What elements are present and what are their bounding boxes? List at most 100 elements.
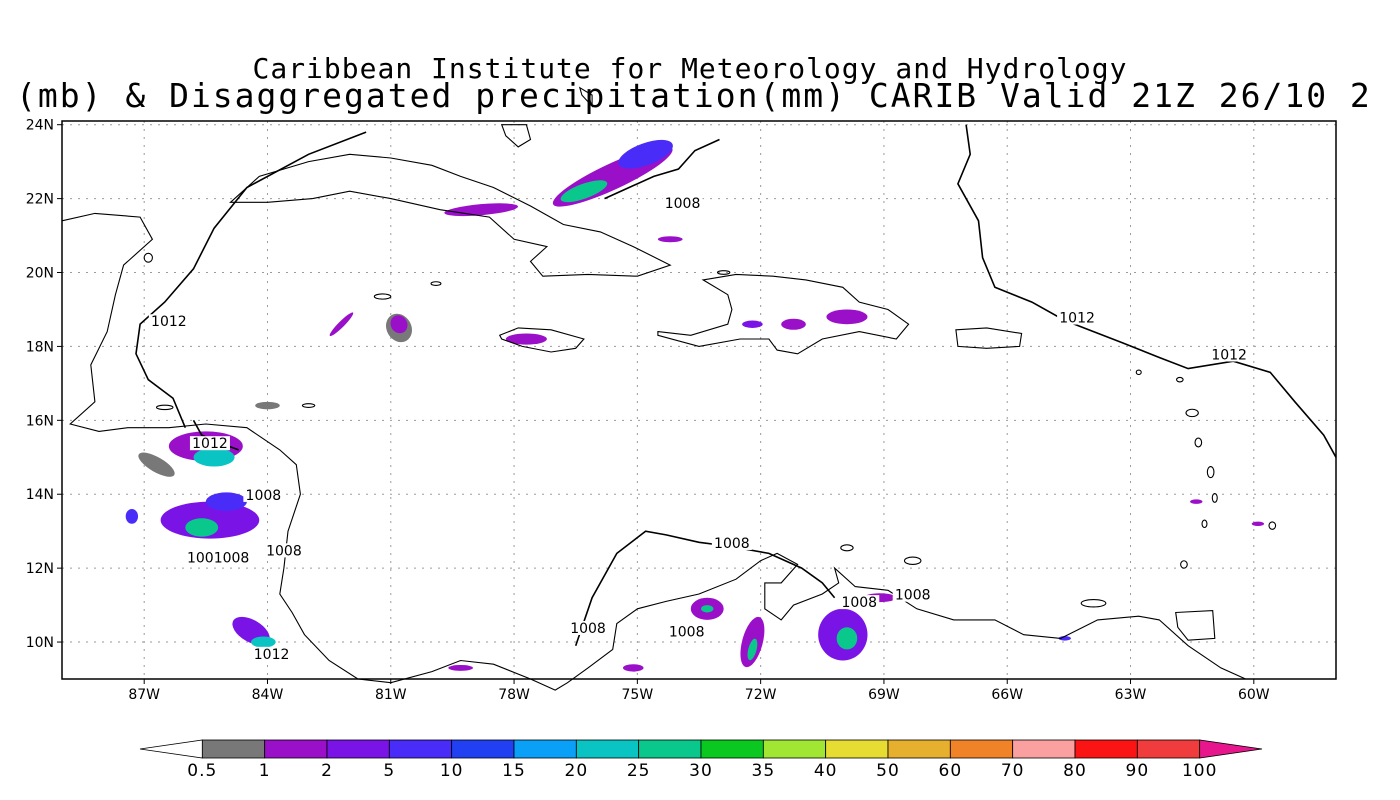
precip-area xyxy=(1058,636,1071,641)
isobar-label-bg xyxy=(148,314,189,329)
lat-label: 18N xyxy=(26,339,54,355)
isobar-label-bg xyxy=(1057,310,1098,325)
colorbar-label: 80 xyxy=(1063,761,1087,781)
coast-cuba xyxy=(229,153,672,277)
colorbar-segment xyxy=(575,739,640,759)
isobar-label: 1008 xyxy=(895,588,931,604)
colorbar-label: 35 xyxy=(752,761,776,781)
precipitation-layer xyxy=(125,139,1265,672)
isobar-1012-west xyxy=(135,131,367,429)
precip-area xyxy=(1190,499,1203,504)
coast-trinidad xyxy=(1175,610,1216,641)
precip-area xyxy=(826,309,868,325)
colorbar-label: 50 xyxy=(876,761,900,781)
colorbar-segment xyxy=(1012,739,1076,759)
coast-island xyxy=(1194,437,1203,448)
coast-island xyxy=(430,281,442,286)
lat-label: 24N xyxy=(26,118,54,134)
isobar-label-bg xyxy=(662,195,703,210)
isobar-label: 1001008 xyxy=(187,551,249,567)
lat-label: 10N xyxy=(26,635,54,651)
isobar-label-bg xyxy=(666,624,707,639)
isobar-label-bg xyxy=(1209,347,1250,362)
coast-island xyxy=(143,252,153,263)
colorbar-label: 1 xyxy=(259,761,271,781)
precip-area xyxy=(193,448,235,467)
precip-area xyxy=(138,452,175,477)
lon-label: 69W xyxy=(868,687,900,703)
coast-island xyxy=(1180,560,1188,569)
colorbar-label: 30 xyxy=(689,761,713,781)
coast-jamaica xyxy=(498,327,585,353)
isobar-1008-cuba xyxy=(604,138,720,200)
colorbar-label: 10 xyxy=(440,761,464,781)
coast-island xyxy=(840,544,854,552)
isobar-label: 1012 xyxy=(1211,348,1247,364)
colorbar-label: 20 xyxy=(565,761,589,781)
lon-label: 84W xyxy=(252,687,284,703)
isobar-label: 1008 xyxy=(246,488,282,504)
colorbar-segment xyxy=(451,739,515,759)
coastlines xyxy=(61,86,1277,691)
precip-area xyxy=(560,180,608,203)
gridlines xyxy=(62,121,1336,679)
isobar-label-bg xyxy=(251,646,292,661)
lat-label: 22N xyxy=(26,192,54,208)
colorbar-segment xyxy=(513,739,577,759)
coast-bahamas-andros xyxy=(500,124,532,148)
colorbar-label: 0.5 xyxy=(187,761,217,781)
coast-island xyxy=(1201,519,1208,529)
colorbar-segment xyxy=(762,739,827,759)
map-frame xyxy=(61,120,1337,680)
precip-area xyxy=(836,627,858,650)
precip-area xyxy=(125,509,139,524)
isobar-label-bg xyxy=(263,543,304,558)
isobars xyxy=(135,124,1337,646)
coast-bahamas-eleuthera xyxy=(578,86,593,108)
colorbar-label: 70 xyxy=(1001,761,1025,781)
coast-island xyxy=(1080,598,1107,608)
coast-island xyxy=(373,293,392,300)
colorbar-segment xyxy=(887,739,951,759)
isobar-label: 1012 xyxy=(1059,311,1095,327)
isobar-label: 1012 xyxy=(192,436,228,452)
isobar-label-bg xyxy=(892,587,933,602)
lon-label: 75W xyxy=(622,687,654,703)
colorbar-label: 2 xyxy=(321,761,333,781)
colorbar-segment xyxy=(700,739,764,759)
colorbar-segment xyxy=(139,739,203,759)
coast-mainland-central-america xyxy=(61,212,1246,691)
isobar-1008-caribbean xyxy=(574,530,836,646)
lat-label: 20N xyxy=(26,266,54,282)
coast-island xyxy=(903,556,922,565)
latitude-labels: 24N 22N 20N 18N 16N 14N 12N 10N xyxy=(26,118,62,651)
lon-label: 81W xyxy=(375,687,407,703)
colorbar-segment xyxy=(1136,739,1201,759)
precip-area xyxy=(329,312,354,337)
colorbar-label: 100 xyxy=(1182,761,1217,781)
isobar-label: 1008 xyxy=(669,625,705,641)
isobar-label: 1008 xyxy=(266,543,302,559)
isobar-label-bg xyxy=(568,620,609,635)
precip-area xyxy=(205,492,247,511)
lat-label: 12N xyxy=(26,561,54,577)
colorbar-segment xyxy=(1199,739,1263,759)
isobar-label: 1008 xyxy=(841,595,877,611)
coast-island xyxy=(716,270,731,275)
precip-area xyxy=(781,318,806,330)
isobar-1012-east xyxy=(957,124,1337,458)
isobar-label-bg xyxy=(839,595,880,610)
colorbar-label: 5 xyxy=(383,761,395,781)
coast-island xyxy=(1268,521,1277,530)
isobar-label-bg xyxy=(189,436,230,451)
precip-area xyxy=(701,605,714,613)
precip-area xyxy=(742,320,763,328)
isobar-label-bg xyxy=(711,535,752,550)
colorbar-label: 25 xyxy=(627,761,651,781)
coast-island xyxy=(1211,492,1218,503)
colorbar-segment xyxy=(388,739,453,759)
colorbar-segment xyxy=(1074,739,1138,759)
isobar-label: 1008 xyxy=(714,536,750,552)
